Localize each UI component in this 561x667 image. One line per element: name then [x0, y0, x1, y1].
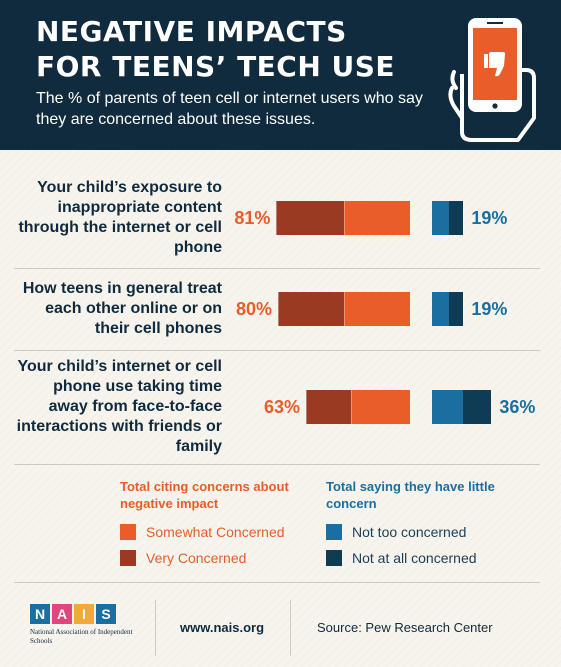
category-label: Your child’s internet or cell phone use …: [16, 358, 222, 455]
legend-heading-concern: Total citing concerns about negative imp…: [120, 479, 289, 511]
swatch-somewhat: [120, 524, 136, 540]
legend-item-very: Very Concerned: [120, 548, 310, 568]
bar-not-at-all-concerned: [463, 390, 492, 424]
footer-divider: [14, 582, 540, 583]
little-concern-total-label: 19%: [471, 208, 508, 228]
row-divider: [14, 350, 540, 351]
logo-text: National Association of Independent Scho…: [30, 628, 133, 645]
little-concern-total-label: 36%: [499, 397, 536, 417]
bar-not-at-all-concerned: [448, 201, 464, 235]
website-link[interactable]: www.nais.org: [180, 620, 265, 635]
legend-item-not-too: Not too concerned: [326, 522, 516, 542]
swatch-very: [120, 550, 136, 566]
header-banner: NEGATIVE IMPACTS FOR TEENS’ TECH USE The…: [0, 0, 561, 150]
chart-row: Your child’s exposure to inappropriate c…: [0, 168, 561, 268]
thumbs-down-phone-icon: [448, 18, 536, 142]
nais-logo: N A I S National Association of Independ…: [30, 604, 150, 658]
footer-vertical-divider: [155, 600, 156, 656]
legend-label-not-at-all: Not at all concerned: [352, 550, 477, 566]
chart-row: Your child’s internet or cell phone use …: [0, 350, 561, 464]
logo-letter-s: S: [96, 604, 116, 624]
concern-total-label: 63%: [264, 397, 301, 417]
swatch-not-too: [326, 524, 342, 540]
legend-heading-little: Total saying they have little concern: [326, 479, 495, 511]
footer-vertical-divider: [290, 600, 291, 656]
logo-letter-a: A: [52, 604, 72, 624]
bar-somewhat-concerned: [344, 292, 410, 326]
bar-very-concerned: [276, 201, 344, 235]
concern-total-label: 81%: [234, 208, 271, 228]
legend-label-not-too: Not too concerned: [352, 524, 467, 540]
category-label: Your child’s exposure to inappropriate c…: [18, 179, 222, 256]
bar-very-concerned: [278, 292, 344, 326]
logo-letter-n: N: [30, 604, 50, 624]
legend-item-somewhat: Somewhat Concerned: [120, 522, 310, 542]
row-divider: [14, 464, 540, 465]
bar-somewhat-concerned: [350, 390, 410, 424]
legend-label-somewhat: Somewhat Concerned: [146, 524, 285, 540]
source-note: Source: Pew Research Center: [317, 620, 493, 635]
legend-item-not-at-all: Not at all concerned: [326, 548, 516, 568]
bar-very-concerned: [306, 390, 351, 424]
swatch-not-at-all: [326, 550, 342, 566]
legend: Total citing concerns about negative imp…: [0, 478, 561, 578]
category-label: How teens in general treat each other on…: [22, 280, 222, 337]
bar-not-too-concerned: [432, 201, 449, 235]
bar-not-too-concerned: [432, 390, 464, 424]
row-divider: [14, 268, 540, 269]
concern-total-label: 80%: [235, 299, 272, 319]
chart-subtitle: The % of parents of teen cell or interne…: [36, 90, 423, 128]
little-concern-total-label: 19%: [471, 299, 508, 319]
bar-not-too-concerned: [432, 292, 449, 326]
bar-not-at-all-concerned: [448, 292, 464, 326]
chart-row: How teens in general treat each other on…: [0, 268, 561, 350]
bar-somewhat-concerned: [344, 201, 410, 235]
logo-letter-i: I: [74, 604, 94, 624]
chart-title: NEGATIVE IMPACTS FOR TEENS’ TECH USE: [36, 15, 396, 83]
legend-label-very: Very Concerned: [146, 550, 247, 566]
